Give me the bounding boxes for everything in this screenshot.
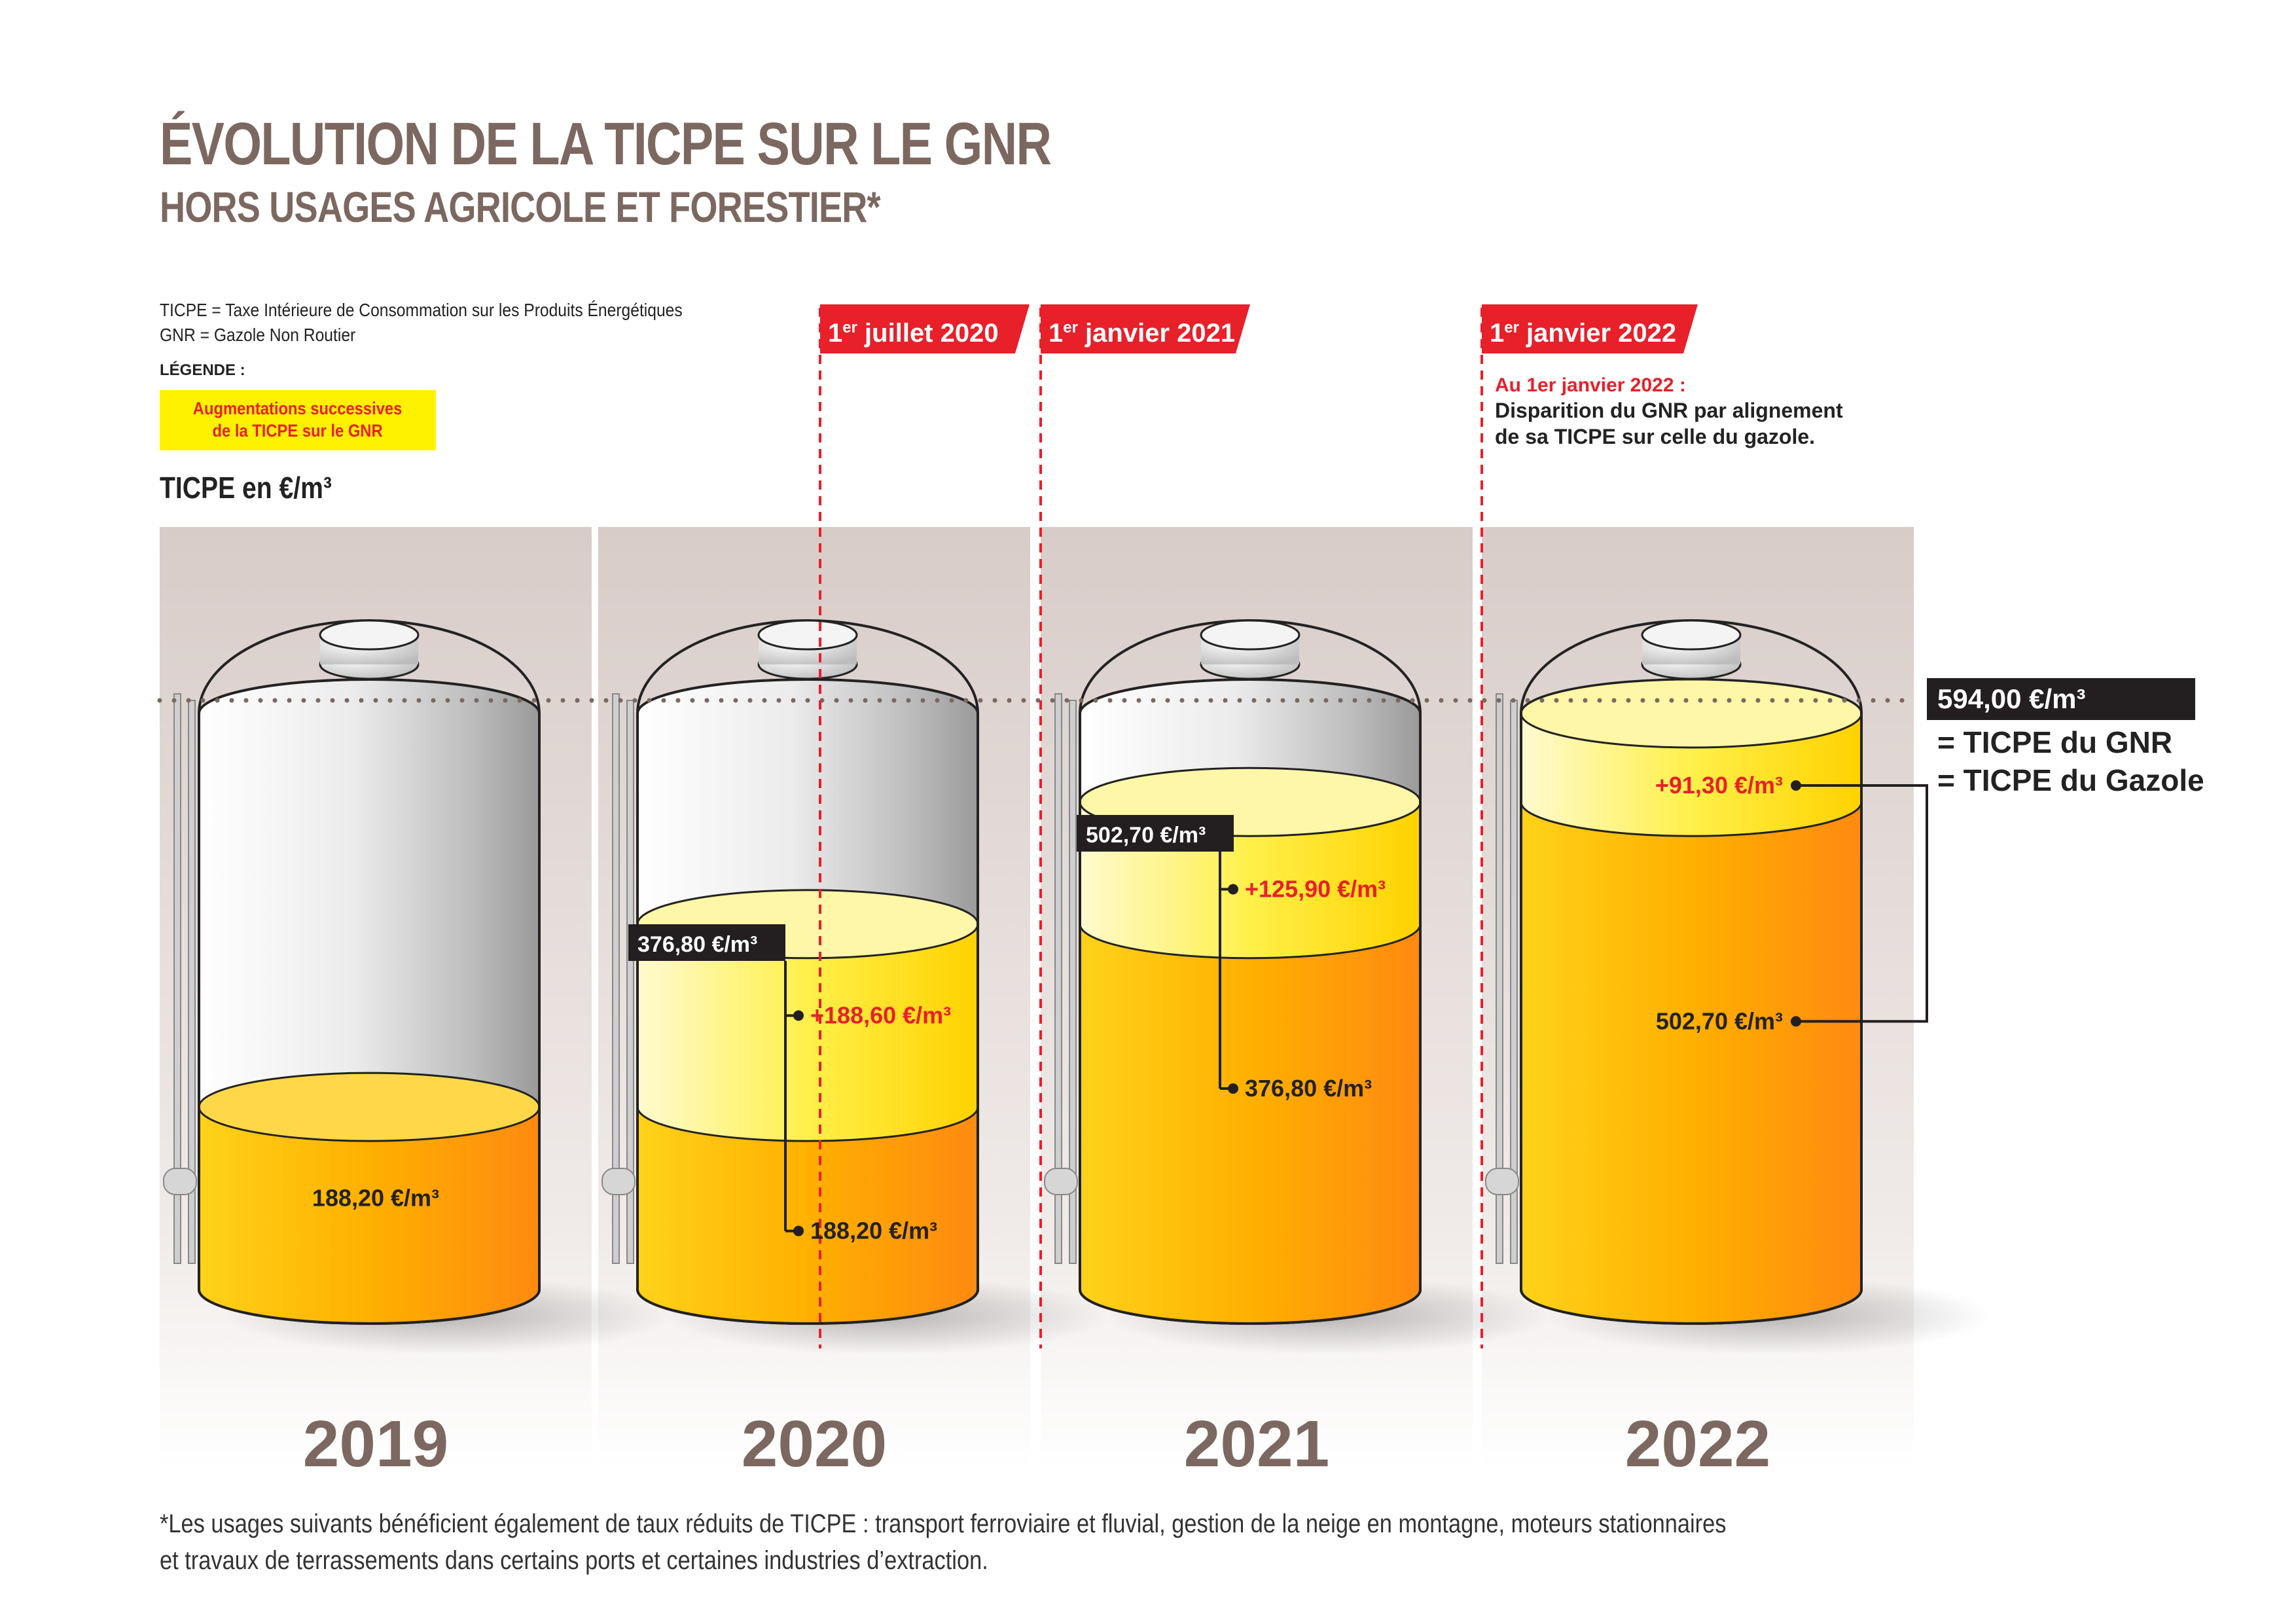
- footnote: *Les usages suivants bénéficient égaleme…: [160, 1506, 2017, 1579]
- value-label-total-2020: 376,80 €/m³: [637, 932, 757, 957]
- definition-ticpe: TICPE = Taxe Intérieure de Consommation …: [160, 300, 683, 320]
- connector-2022: [1796, 784, 1928, 1023]
- tank-2020: [601, 619, 1109, 1355]
- definition-gnr: GNR = Gazole Non Routier: [160, 325, 356, 345]
- liquid-surface-2019: [198, 1072, 541, 1142]
- base-fill-2022: [1521, 802, 1861, 1324]
- event-note-line2: de sa TICPE sur celle du gazole.: [1495, 425, 1815, 448]
- value-label-increase-2021: +125,90 €/m³: [1245, 876, 1386, 903]
- value-label-base-2020: 188,20 €/m³: [810, 1218, 937, 1244]
- chart-subtitle: HORS USAGES AGRICOLE ET FORESTIER*: [160, 183, 881, 231]
- tank-valve: [163, 1168, 197, 1195]
- tank-2019: [163, 619, 670, 1355]
- base-fill-2021: [1080, 924, 1420, 1324]
- ladder-rail: [612, 693, 620, 1264]
- value-dot-increase-2021: [1228, 884, 1238, 895]
- value-dot-base-2021: [1228, 1083, 1238, 1094]
- event-label-1: 1er juillet 2020: [828, 319, 999, 348]
- base-fill-2020: [637, 1107, 978, 1324]
- unit-label: TICPE en €/m³: [160, 471, 332, 505]
- value-label-base-2022: 502,70 €/m³: [1656, 1007, 1783, 1034]
- tank-cap: [319, 619, 420, 651]
- event-label-3: 1er janvier 2022: [1490, 319, 1676, 348]
- year-label-2021: 2021: [1184, 1407, 1329, 1481]
- ladder-rail: [626, 700, 634, 1264]
- value-label-base-2021: 376,80 €/m³: [1245, 1075, 1372, 1102]
- ladder-rail: [1069, 700, 1077, 1264]
- value-label-total-2021: 502,70 €/m³: [1086, 823, 1206, 848]
- value-dot-base-2020: [793, 1225, 804, 1236]
- ladder-rail: [1496, 693, 1503, 1264]
- legend-item-line1: Augmentations successives: [193, 399, 403, 419]
- value-label-total-2021-box: [1077, 815, 1234, 852]
- final-total-value: 594,00 €/m³: [1937, 683, 2086, 714]
- year-label-2019: 2019: [303, 1407, 448, 1481]
- chart-title: ÉVOLUTION DE LA TICPE SUR LE GNR: [160, 111, 1052, 177]
- tank-2021: [1044, 619, 1551, 1355]
- base-boundary-2022: [1520, 802, 1863, 837]
- ladder-rail: [173, 693, 181, 1264]
- footnote-line2: et travaux de terrassements dans certain…: [160, 1546, 988, 1575]
- tank-outline: [636, 713, 979, 1325]
- event-label-2: 1er janvier 2021: [1049, 319, 1235, 348]
- final-total-line2: = TICPE du Gazole: [1937, 763, 2204, 797]
- event-note-heading: Au 1er janvier 2022 :: [1495, 374, 1686, 396]
- tank-valve: [601, 1168, 636, 1195]
- liquid-surface-2022: [1520, 678, 1863, 749]
- tank-outline: [1520, 713, 1863, 1325]
- tank-valve: [1044, 1168, 1078, 1195]
- base-boundary-2021: [1079, 924, 1422, 960]
- event-flag-1: [820, 304, 1030, 353]
- increase-fill-2022: [1521, 713, 1861, 837]
- value-label-total-2020-box: [628, 924, 785, 961]
- legend-increase-swatch: Augmentations successives de la TICPE su…: [160, 390, 436, 450]
- tank-outline: [198, 713, 541, 1325]
- footnote-line1: *Les usages suivants bénéficient égaleme…: [160, 1509, 1727, 1538]
- value-label-increase-2020: +188,60 €/m³: [810, 1001, 951, 1028]
- increase-fill-2020: [637, 924, 978, 1142]
- year-label-2022: 2022: [1625, 1407, 1770, 1481]
- year-label-2020: 2020: [742, 1407, 887, 1481]
- final-total-line1: = TICPE du GNR: [1937, 725, 2172, 759]
- tank-cap: [1641, 619, 1742, 651]
- tank-2022: [1485, 619, 1992, 1355]
- event-note-line1: Disparition du GNR par alignement: [1495, 399, 1843, 422]
- tank-cap: [1200, 619, 1300, 651]
- ladder-rail: [188, 700, 196, 1264]
- value-dot-increase-2020: [793, 1010, 804, 1021]
- event-flag-3: [1482, 304, 1698, 353]
- tank-cap: [757, 619, 858, 651]
- tank-valve: [1485, 1168, 1519, 1195]
- value-label-base-2019: 188,20 €/m³: [312, 1185, 439, 1212]
- final-total-box: [1927, 678, 2195, 720]
- base-fill-2019: [199, 1107, 539, 1324]
- legend-item-line2: de la TICPE sur le GNR: [212, 421, 384, 441]
- ladder-rail: [1054, 693, 1062, 1264]
- value-label-increase-2022: +91,30 €/m³: [1655, 772, 1783, 799]
- event-flag-2: [1041, 304, 1250, 353]
- tank-outline: [1079, 713, 1422, 1325]
- legend-title: LÉGENDE :: [160, 361, 245, 379]
- base-boundary-2020: [636, 1107, 979, 1142]
